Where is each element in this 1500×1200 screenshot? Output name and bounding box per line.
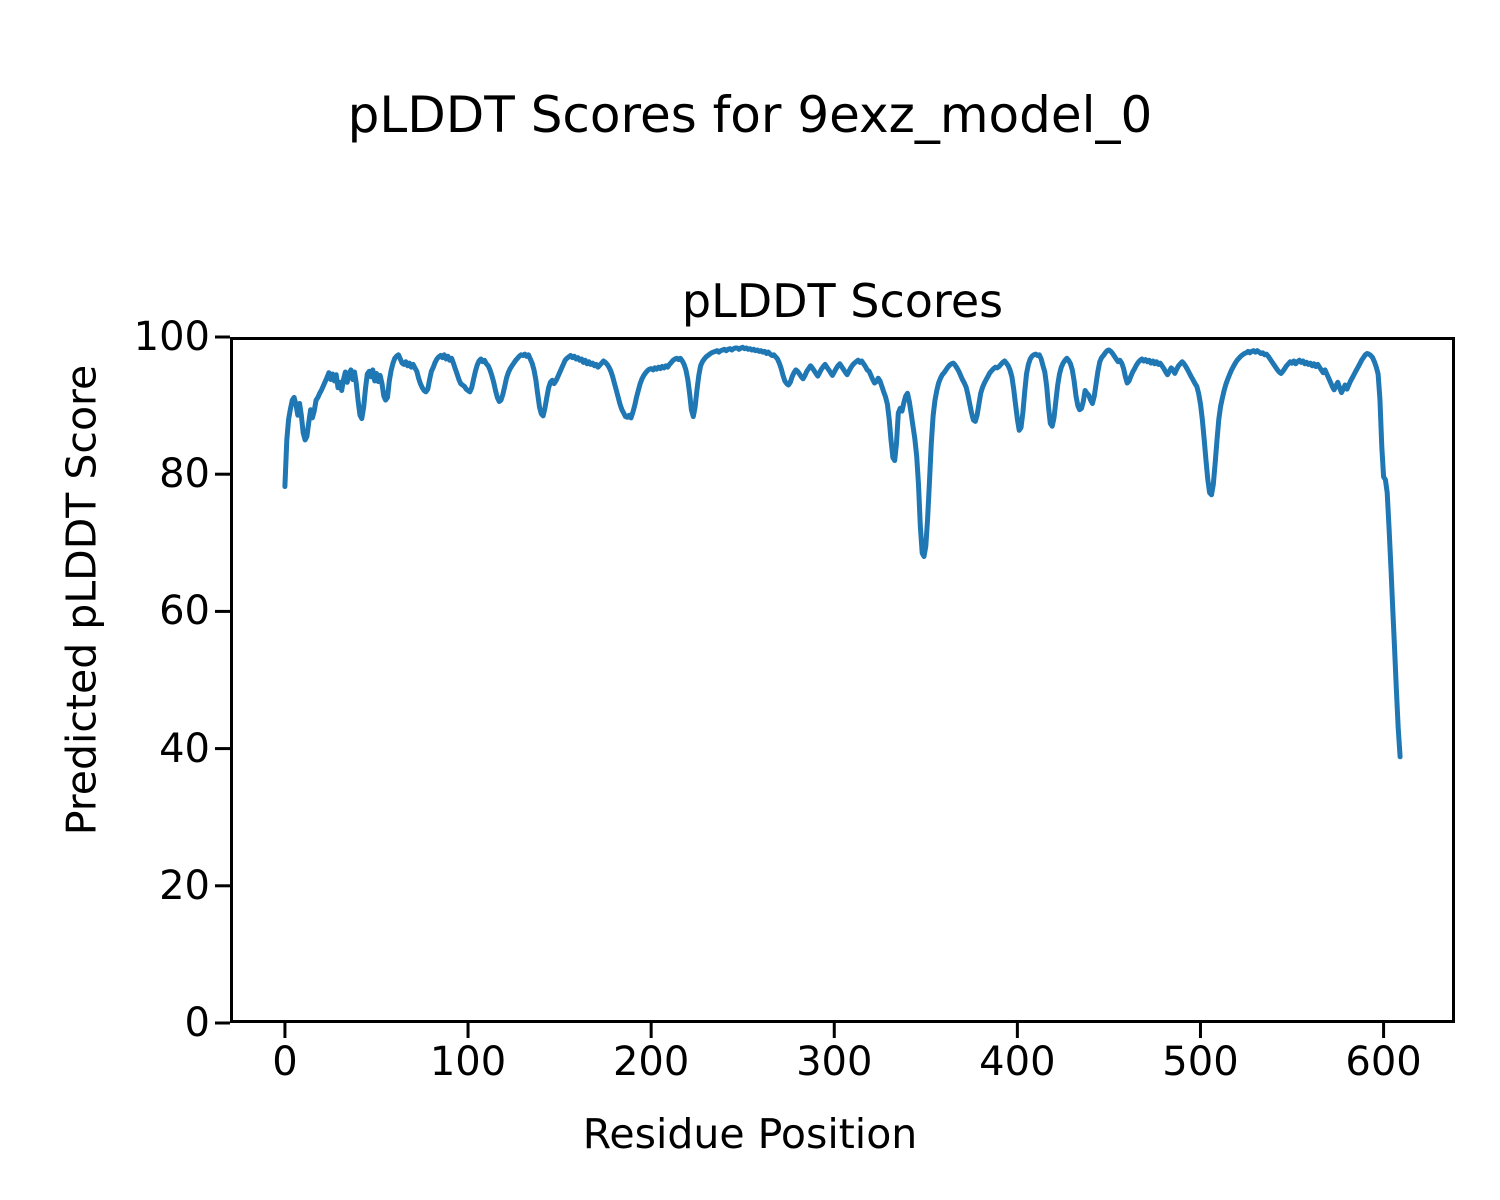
axes-spines [230, 337, 1455, 1023]
x-tick-label: 400 [979, 1039, 1056, 1085]
x-tick-label: 600 [1345, 1039, 1422, 1085]
y-tick-label: 20 [159, 862, 210, 909]
axes-title: pLDDT Scores [681, 274, 1004, 328]
plot-area [215, 335, 1455, 1038]
plddt-line [282, 344, 1403, 760]
x-tick-label: 500 [1162, 1039, 1239, 1085]
x-tick-label: 300 [796, 1039, 873, 1085]
y-tick-label: 40 [159, 725, 210, 772]
figure-title: pLDDT Scores for 9exz_model_0 [347, 86, 1153, 144]
x-tick-label: 0 [272, 1039, 298, 1085]
x-tick-label: 200 [612, 1039, 690, 1085]
y-tick-label: 100 [133, 314, 210, 360]
x-tick-label: 100 [429, 1039, 507, 1085]
y-tick-label: 0 [184, 1000, 210, 1046]
y-tick-label: 60 [159, 588, 210, 635]
y-axis-label: Predicted pLDDT Score [57, 364, 106, 836]
x-axis-label: Residue Position [582, 1110, 918, 1158]
y-tick-label: 80 [159, 451, 210, 498]
